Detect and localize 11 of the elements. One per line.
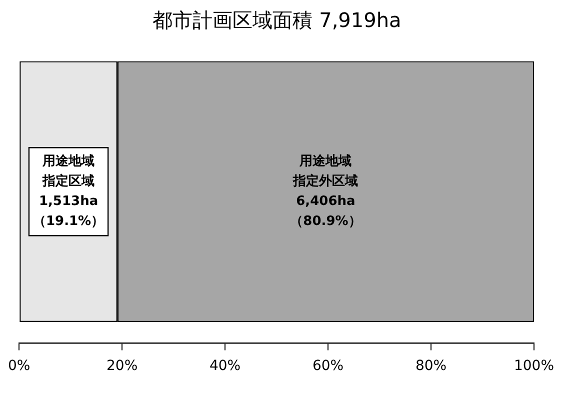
chart-title: 都市計画区域面積 7,919ha	[152, 8, 402, 32]
x-tick-label: 0%	[8, 358, 30, 374]
data-label: 1,513ha （19.1%）	[32, 194, 104, 229]
x-tick-label: 40%	[209, 358, 241, 374]
x-tick-label: 80%	[415, 358, 447, 374]
data-label: 6,406ha （80.9%）	[290, 194, 362, 229]
x-tick-label: 60%	[312, 358, 344, 374]
series-label: 用途地域指定外区域	[292, 154, 358, 189]
series-label: 用途地域指定区域	[42, 154, 95, 189]
x-tick-label: 100%	[514, 358, 554, 374]
x-tick-label: 20%	[106, 358, 138, 374]
